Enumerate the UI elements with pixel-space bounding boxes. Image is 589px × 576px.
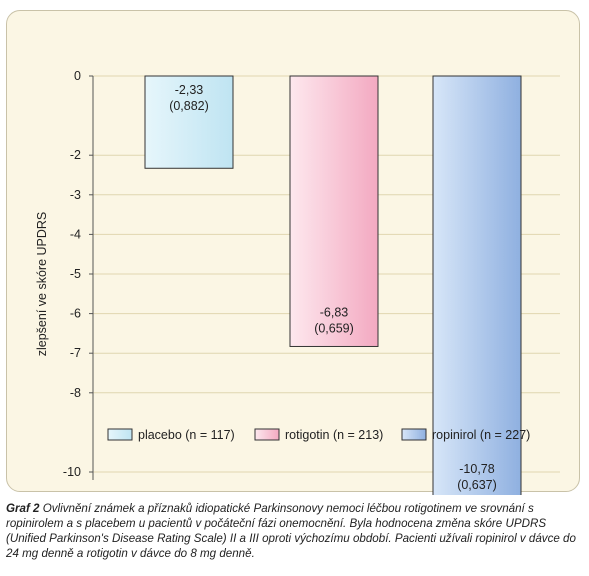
legend-swatch-rotigotin bbox=[254, 428, 280, 441]
legend-label-placebo: placebo (n = 117) bbox=[138, 428, 235, 442]
legend-swatch-placebo bbox=[107, 428, 133, 441]
legend-label-rotigotin: rotigotin (n = 213) bbox=[285, 428, 383, 442]
figure-caption: Graf 2 Ovlivnění známek a příznaků idiop… bbox=[6, 501, 580, 561]
bar-labels: -2,33 (0,882) -6,83 (0,659) -10,78 (0,637) bbox=[169, 83, 497, 492]
y-axis-label: zlepšení ve skóre UPDRS bbox=[35, 212, 49, 357]
bar-se-label: (0,659) bbox=[314, 321, 354, 335]
bar-se-label: (0,637) bbox=[457, 478, 497, 492]
bars bbox=[144, 75, 522, 495]
y-tick-label: -2 bbox=[70, 148, 81, 162]
bar-value-label: -6,83 bbox=[320, 305, 349, 319]
bar-value-label: -10,78 bbox=[459, 462, 494, 476]
bar-se-label: (0,882) bbox=[169, 99, 209, 113]
y-tick-label: 0 bbox=[74, 69, 81, 83]
y-tick-label: -3 bbox=[70, 188, 81, 202]
caption-lead: Graf 2 bbox=[6, 502, 40, 515]
y-tick-label: -4 bbox=[70, 227, 81, 241]
legend-label-ropinirol: ropinirol (n = 227) bbox=[432, 428, 530, 442]
bar-rotigotin bbox=[289, 75, 379, 347]
y-tick-label: -8 bbox=[70, 386, 81, 400]
y-axis: 0 -2 -3 -4 -5 -6 -7 -8 -10 bbox=[63, 69, 94, 480]
bar-value-label: -2,33 bbox=[175, 83, 204, 97]
bar-ropinirol bbox=[432, 75, 522, 495]
legend-swatch-ropinirol bbox=[401, 428, 427, 441]
legend: placebo (n = 117) rotigotin (n = 213) ropi… bbox=[107, 428, 530, 442]
y-tick-label: -7 bbox=[70, 346, 81, 360]
y-tick-label: -10 bbox=[63, 465, 81, 479]
bar-placebo bbox=[144, 75, 234, 169]
y-tick-label: -5 bbox=[70, 267, 81, 281]
bar-chart: 0 -2 -3 -4 -5 -6 -7 -8 -10 -2,33 (0,882) -6,83 (0,6… bbox=[35, 69, 560, 495]
caption-text: Ovlivnění známek a příznaků idiopatické … bbox=[6, 502, 576, 560]
y-tick-label: -6 bbox=[70, 307, 81, 321]
